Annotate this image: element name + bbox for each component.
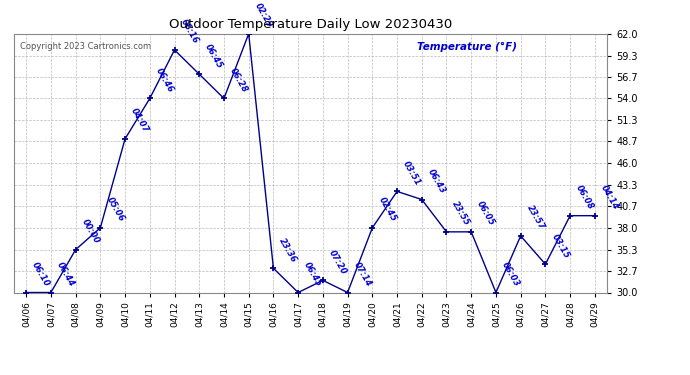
Text: 06:03: 06:03 [500,261,522,288]
Text: 06:44: 06:44 [55,261,77,288]
Text: 23:57: 23:57 [525,204,546,232]
Text: 06:28: 06:28 [228,66,249,94]
Text: 07:14: 07:14 [352,261,373,288]
Text: 06:16: 06:16 [179,18,200,46]
Text: 06:46: 06:46 [154,66,175,94]
Text: Copyright 2023 Cartronics.com: Copyright 2023 Cartronics.com [20,42,151,51]
Text: 23:55: 23:55 [451,200,472,228]
Text: 02:29: 02:29 [253,2,274,30]
Text: 07:20: 07:20 [327,248,348,276]
Text: Temperature (°F): Temperature (°F) [417,42,518,52]
Text: 06:05: 06:05 [475,200,497,228]
Text: 06:08: 06:08 [574,184,595,211]
Text: 06:10: 06:10 [30,261,52,288]
Text: 06:43: 06:43 [426,168,447,195]
Text: 05:06: 05:06 [104,196,126,223]
Text: 06:45: 06:45 [204,42,225,70]
Title: Outdoor Temperature Daily Low 20230430: Outdoor Temperature Daily Low 20230430 [169,18,452,31]
Text: 23:36: 23:36 [277,236,299,264]
Text: 02:45: 02:45 [377,196,397,223]
Text: 03:51: 03:51 [401,159,422,187]
Text: 06:45: 06:45 [302,261,324,288]
Text: 00:00: 00:00 [80,218,101,246]
Text: 03:15: 03:15 [549,232,571,260]
Text: 04:07: 04:07 [129,107,150,135]
Text: 04:14: 04:14 [599,184,620,211]
